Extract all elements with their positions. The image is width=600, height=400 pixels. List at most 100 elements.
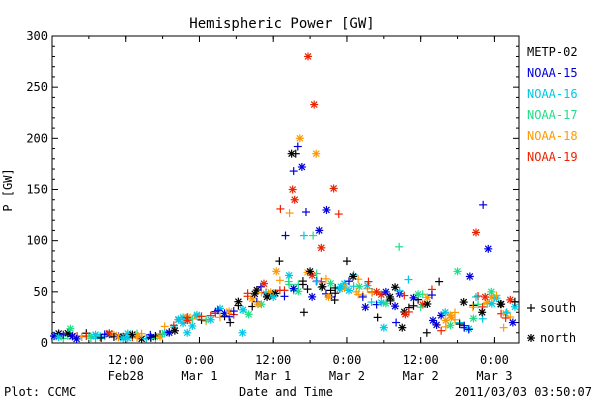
data-point — [401, 310, 410, 319]
data-point — [349, 272, 358, 281]
x-tick-label: 12:00 — [255, 353, 291, 367]
data-point-background — [474, 292, 483, 301]
data-point — [170, 326, 179, 335]
data-point-background — [400, 291, 409, 300]
data-point — [364, 277, 373, 286]
data-point — [373, 313, 382, 322]
data-point-background — [151, 331, 160, 340]
legend-marker-label: south — [540, 301, 576, 315]
data-point-background — [427, 291, 436, 300]
data-point — [290, 195, 299, 204]
data-point-background — [409, 293, 418, 302]
legend-entry: NOAA-18 — [527, 129, 578, 143]
x-tick-label: 0:00 — [185, 353, 214, 367]
data-point — [238, 328, 247, 337]
data-point-background — [128, 330, 137, 339]
data-point-background — [206, 315, 215, 324]
data-point — [471, 292, 480, 301]
data-point — [146, 330, 155, 339]
data-point — [508, 318, 517, 327]
data-point — [496, 300, 505, 309]
x-tick-date-label: Mar 2 — [403, 369, 439, 383]
data-point — [301, 208, 310, 217]
data-point-background — [381, 299, 390, 308]
data-point — [263, 292, 272, 301]
plot-credit: Plot: CCMC — [4, 385, 76, 399]
data-point — [134, 331, 143, 340]
data-point — [97, 333, 106, 342]
data-point — [299, 231, 308, 240]
data-point-background — [501, 309, 510, 318]
x-tick-label: 12:00 — [108, 353, 144, 367]
data-point-background — [391, 302, 400, 311]
data-point-background — [450, 308, 459, 317]
data-point — [244, 310, 253, 319]
data-point — [306, 267, 315, 276]
data-point-background — [460, 321, 469, 330]
data-point-background — [215, 313, 224, 322]
data-point — [285, 209, 294, 218]
x-tick-date-label: Mar 1 — [181, 369, 217, 383]
data-point — [213, 306, 222, 315]
data-point-background — [506, 295, 515, 304]
data-point-background — [275, 276, 284, 285]
data-point — [398, 323, 407, 332]
data-point — [481, 292, 490, 301]
data-point — [295, 134, 304, 143]
data-point — [312, 277, 321, 286]
data-point-background — [160, 322, 169, 331]
data-point — [416, 303, 425, 312]
x-axis-label: Date and Time — [239, 385, 333, 399]
data-point — [484, 244, 493, 253]
legend-marker-symbol — [527, 304, 535, 312]
data-point — [275, 257, 284, 266]
data-point — [304, 52, 313, 61]
data-point — [385, 292, 394, 301]
data-point-background — [280, 292, 289, 301]
data-point — [428, 316, 437, 325]
data-point — [276, 204, 285, 213]
data-point — [253, 300, 262, 309]
data-point — [158, 329, 167, 338]
data-point — [289, 167, 298, 176]
chart-title: Hemispheric Power [GW] — [189, 16, 374, 32]
data-point — [361, 303, 370, 312]
data-point-background — [188, 321, 197, 330]
data-point — [288, 185, 297, 194]
data-point-background — [165, 328, 174, 337]
data-point — [250, 289, 259, 298]
data-point — [317, 243, 326, 252]
y-tick-label: 150 — [26, 183, 48, 197]
data-point — [291, 149, 300, 158]
data-point — [226, 318, 235, 327]
data-point-background — [492, 291, 501, 300]
data-point-background — [303, 285, 312, 294]
data-point — [121, 332, 130, 341]
data-point-background — [169, 321, 178, 330]
data-point — [315, 226, 324, 235]
data-point-background — [409, 301, 418, 310]
data-point-background — [238, 305, 247, 314]
data-point-background — [289, 284, 298, 293]
data-point — [334, 210, 343, 219]
plot-timestamp: 2011/03/03 03:50:07 — [455, 385, 592, 399]
x-tick-date-label: Mar 1 — [255, 369, 291, 383]
data-point-background — [298, 277, 307, 286]
data-point — [281, 231, 290, 240]
x-tick-label: 0:00 — [332, 353, 361, 367]
data-point-background — [285, 271, 294, 280]
data-point — [259, 279, 268, 288]
data-point — [355, 282, 364, 291]
legend-entry: METP-02 — [527, 45, 578, 59]
data-point — [479, 200, 488, 209]
x-tick-date-label: Mar 3 — [476, 369, 512, 383]
data-point-background — [372, 287, 381, 296]
data-point-background — [326, 279, 335, 288]
y-tick-label: 100 — [26, 234, 48, 248]
data-point — [309, 231, 318, 240]
x-tick-date-label: Feb28 — [108, 369, 144, 383]
data-point — [392, 318, 401, 327]
data-point — [478, 308, 487, 317]
data-point-background — [197, 312, 206, 321]
data-point — [379, 323, 388, 332]
